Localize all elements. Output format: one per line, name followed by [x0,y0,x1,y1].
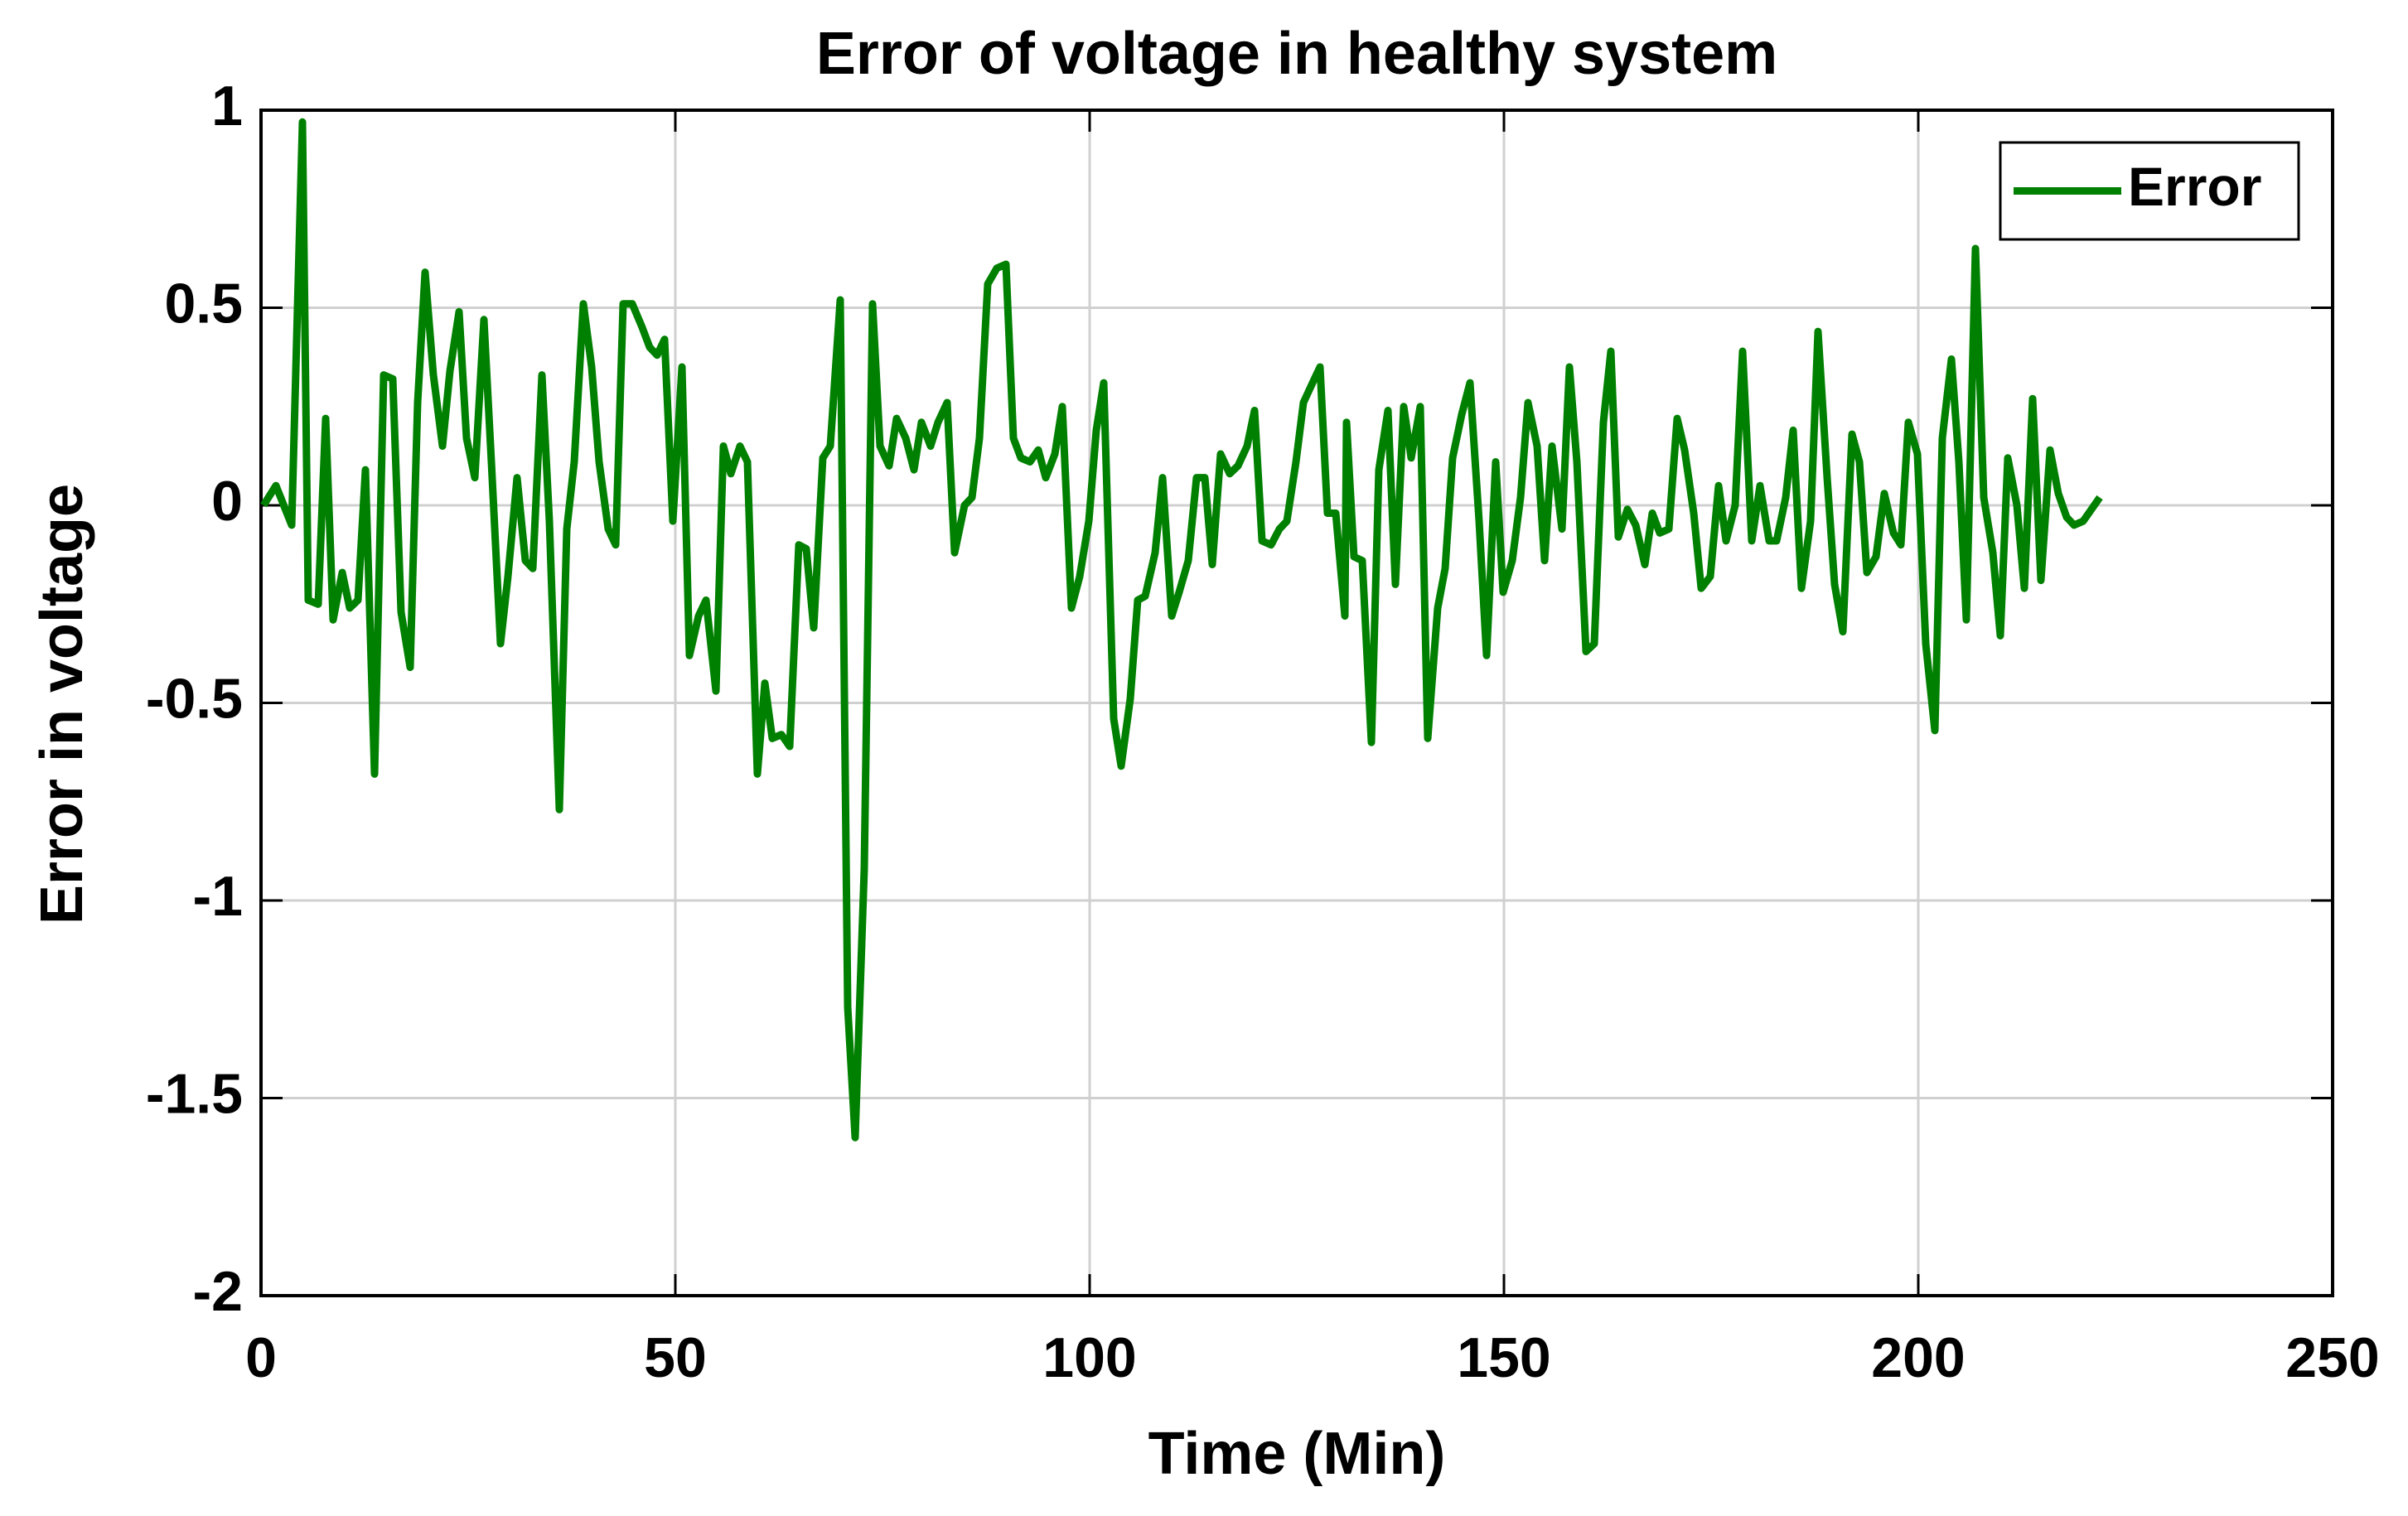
x-tick-label: 50 [644,1326,707,1389]
y-tick-label: 1 [211,75,243,138]
chart-title: Error of voltage in healthy system [816,21,1777,87]
axes-box [259,109,2334,1297]
y-tick-label: 0 [211,470,243,533]
y-axis-label: Error in voltage [29,484,95,925]
y-tick-label: -2 [193,1260,243,1323]
x-tick-label: 200 [1871,1326,1965,1389]
legend-label: Error [2128,156,2261,217]
y-tick-label: -1.5 [146,1062,243,1125]
y-tick-label: 0.5 [164,272,243,335]
legend: Error [1999,141,2300,241]
x-tick-label: 250 [2285,1326,2379,1389]
x-axis-label: Time (Min) [1148,1421,1446,1487]
x-tick-label: 150 [1457,1326,1550,1389]
data-line [260,118,2103,1142]
x-tick-label: 100 [1042,1326,1136,1389]
y-tick-label: -0.5 [146,667,243,730]
y-tick-label: -1 [193,865,243,928]
x-tick-label: 0 [245,1326,277,1389]
